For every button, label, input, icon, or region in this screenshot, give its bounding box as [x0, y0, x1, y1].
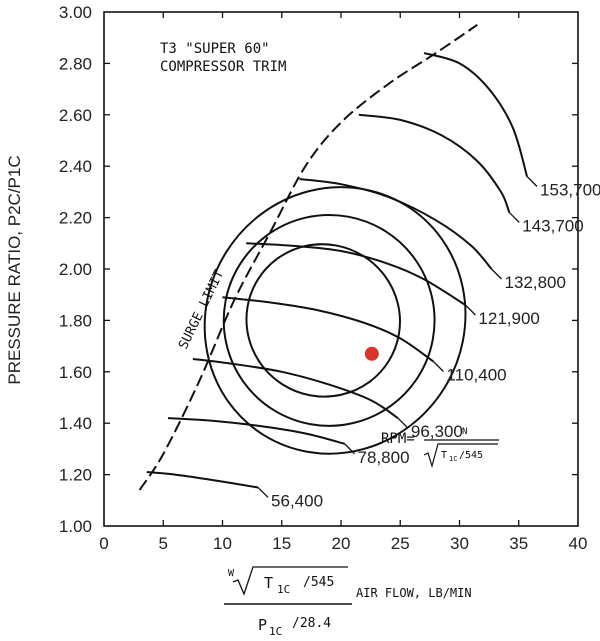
rpm-denominator-div: /545	[459, 450, 483, 461]
x-label-t-div: /545	[303, 575, 334, 590]
rpm-label: RPM=	[381, 431, 415, 447]
rpm-denominator-sub: 1C	[449, 455, 457, 463]
y-axis-label: PRESSURE RATIO, P2C/P1C	[5, 155, 24, 384]
x-label-w: W	[228, 568, 235, 579]
x-tick-label: 10	[213, 534, 232, 553]
x-tick-label: 5	[159, 534, 168, 553]
chart-title: T3 "SUPER 60"	[160, 41, 270, 57]
speed-leader	[257, 486, 269, 498]
x-tick-label: 40	[569, 534, 588, 553]
y-tick-label: 2.20	[59, 209, 92, 228]
speed-leader	[432, 361, 444, 372]
x-label-t-sub: 1C	[277, 583, 290, 596]
surge-limit-line	[138, 23, 478, 491]
x-tick-label: 20	[332, 534, 351, 553]
speed-line	[423, 52, 528, 177]
speed-line	[358, 113, 511, 213]
chart-subtitle: COMPRESSOR TRIM	[160, 59, 286, 75]
y-tick-label: 2.60	[59, 106, 92, 125]
speed-line	[222, 296, 434, 363]
rpm-denominator: T	[441, 450, 447, 461]
x-label-p-sub: 1C	[269, 625, 282, 638]
y-tick-label: 1.60	[59, 363, 92, 382]
rpm-numerator: N	[462, 427, 467, 437]
speed-leader	[464, 304, 476, 316]
y-tick-label: 1.80	[59, 311, 92, 330]
y-tick-label: 1.00	[59, 517, 92, 536]
speed-line	[167, 417, 345, 445]
speed-leader	[526, 176, 538, 187]
x-tick-label: 30	[450, 534, 469, 553]
speed-label: 121,900	[478, 309, 539, 328]
x-label-p: P	[258, 616, 267, 634]
x-tick-label: 15	[272, 534, 291, 553]
surge-limit-label: SURGE LIMIT	[176, 268, 227, 352]
speed-line	[299, 178, 493, 270]
speed-leader	[508, 212, 520, 223]
rpm-formula: RPM= N T 1C /545	[381, 427, 499, 469]
efficiency-island	[245, 243, 401, 398]
speed-leader	[344, 443, 356, 455]
y-tick-label: 2.80	[59, 54, 92, 73]
x-tick-label: 25	[391, 534, 410, 553]
x-label-suffix: AIR FLOW, LB/MIN	[356, 586, 472, 600]
efficiency-island	[203, 186, 467, 455]
speed-label: 96,300	[411, 422, 463, 441]
x-tick-label: 35	[509, 534, 528, 553]
plot-frame	[103, 11, 579, 527]
speed-line	[146, 471, 259, 489]
speed-line	[192, 358, 399, 419]
y-tick-label: 2.00	[59, 260, 92, 279]
x-label-sqrt-sign	[232, 566, 348, 596]
y-tick-label: 1.20	[59, 466, 92, 485]
speed-leader	[491, 268, 502, 280]
y-tick-label: 1.40	[59, 414, 92, 433]
x-axis-label: W T 1C /545 AIR FLOW, LB/MIN P 1C /28.4	[224, 566, 472, 638]
y-tick-label: 2.40	[59, 157, 92, 176]
y-tick-label: 3.00	[59, 3, 92, 22]
x-label-t: T	[264, 574, 273, 592]
rpm-sqrt-sign	[423, 443, 498, 469]
speed-label: 132,800	[504, 273, 565, 292]
speed-label: 143,700	[522, 216, 583, 235]
x-label-p-div: /28.4	[292, 616, 331, 631]
x-tick-label: 0	[99, 534, 108, 553]
speed-label: 78,800	[358, 448, 410, 467]
speed-label: 110,400	[446, 366, 506, 385]
efficiency-island	[222, 213, 436, 427]
operating-point	[364, 346, 379, 361]
speed-label: 153,700	[540, 180, 600, 199]
speed-leader	[397, 417, 409, 429]
speed-line	[246, 242, 466, 306]
speed-label: 56,400	[271, 491, 323, 510]
